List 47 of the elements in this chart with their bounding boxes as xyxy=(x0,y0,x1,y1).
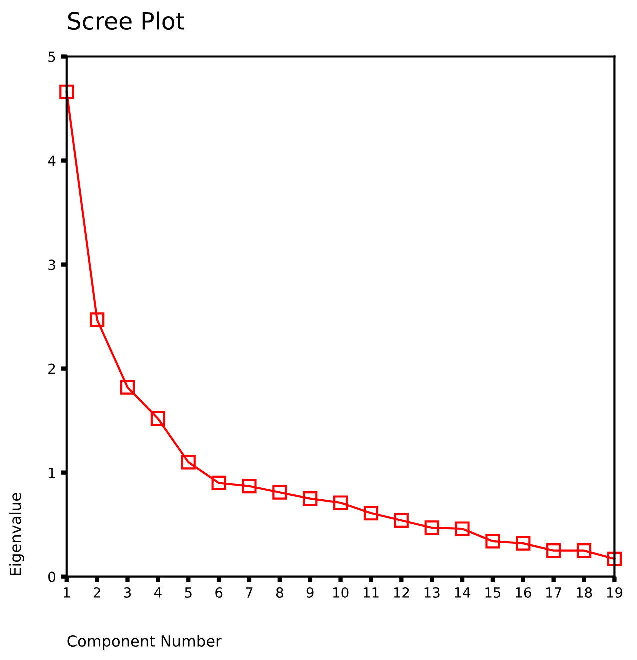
x-tick-label: 10 xyxy=(333,588,349,598)
y-tick-label: 1 xyxy=(49,468,56,478)
x-tick-label: 16 xyxy=(516,588,532,598)
x-tick-label: 11 xyxy=(364,588,379,598)
point xyxy=(424,520,440,536)
x-tick-label: 2 xyxy=(94,588,100,598)
point xyxy=(272,485,288,500)
point xyxy=(516,536,531,551)
x-tick-label: 3 xyxy=(124,588,132,598)
point xyxy=(334,496,348,510)
y-tick-label: 4 xyxy=(48,156,56,166)
point xyxy=(90,312,105,328)
y-tick-label: 5 xyxy=(48,52,56,62)
x-tick-label: 15 xyxy=(486,588,501,598)
point xyxy=(60,84,74,100)
point xyxy=(181,455,196,470)
x-tick-label: 8 xyxy=(276,588,284,598)
x-tick-label: 4 xyxy=(154,588,162,598)
x-tick-label: 6 xyxy=(216,588,223,598)
x-tick-label: 14 xyxy=(455,588,471,598)
x-tick-label: 19 xyxy=(607,588,623,598)
point xyxy=(212,476,226,491)
x-tick-label: 18 xyxy=(576,588,592,598)
y-tick-label: 2 xyxy=(48,364,56,374)
point xyxy=(607,552,622,566)
x-tick-label: 12 xyxy=(394,588,410,598)
y-tick-label: 0 xyxy=(48,572,56,582)
x-tick-label: 13 xyxy=(424,588,440,598)
x-tick-label: 5 xyxy=(185,588,192,598)
point xyxy=(394,513,409,528)
point xyxy=(242,479,257,494)
point xyxy=(486,534,500,549)
y-axis-title: Eigenvalue xyxy=(10,493,24,576)
x-tick-label: 9 xyxy=(306,588,314,598)
x-axis-title: Component Number xyxy=(68,635,222,650)
point xyxy=(120,380,136,395)
point xyxy=(303,492,318,506)
x-tick-label: 17 xyxy=(546,588,562,598)
point xyxy=(364,506,379,521)
x-tick-label: 1 xyxy=(64,588,70,598)
point xyxy=(455,522,470,536)
chart-title: Scree Plot xyxy=(68,12,185,30)
y-tick-label: 3 xyxy=(48,260,56,270)
x-tick-label: 7 xyxy=(246,588,253,598)
point xyxy=(576,544,592,558)
point xyxy=(150,411,166,426)
point xyxy=(546,544,562,558)
